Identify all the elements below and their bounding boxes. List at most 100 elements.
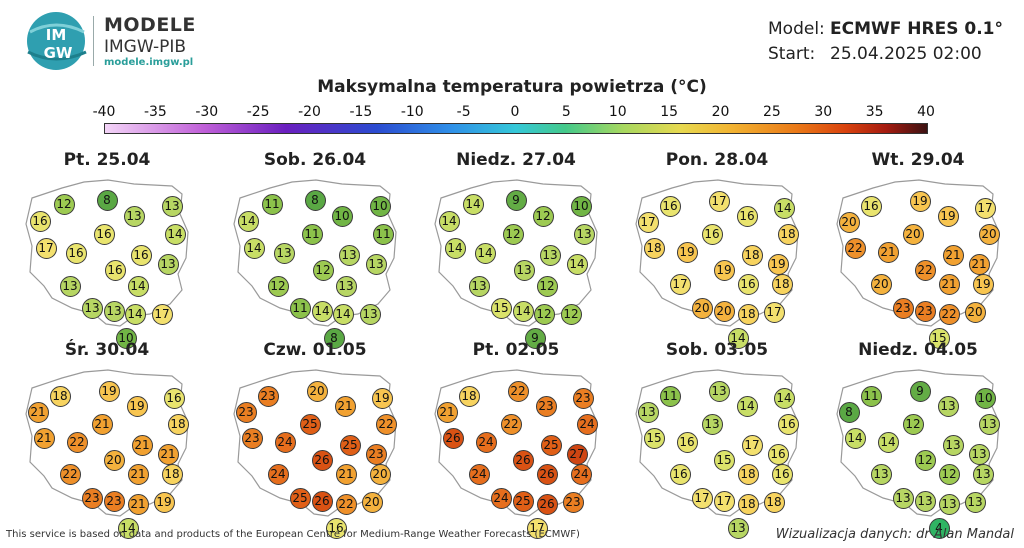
temperature-station-bubble: 18	[741, 244, 763, 266]
temperature-station-bubble: 11	[860, 385, 882, 407]
temperature-station-bubble: 23	[892, 297, 914, 319]
temperature-station-bubble: 14	[773, 197, 795, 219]
temperature-station-bubble: 12	[532, 205, 554, 227]
temperature-station-bubble: 20	[964, 301, 986, 323]
temperature-station-bubble: 13	[273, 242, 295, 264]
colorbar-tick-label: 35	[865, 104, 884, 120]
temperature-station-bubble: 19	[98, 380, 120, 402]
temperature-station-bubble: 9	[909, 380, 931, 402]
temperature-station-bubble: 22	[335, 493, 357, 515]
temperature-station-bubble: 16	[701, 223, 723, 245]
temperature-station-bubble: 14	[311, 300, 333, 322]
temperature-station-bubble: 14	[237, 210, 259, 232]
temperature-station-bubble: 13	[539, 244, 561, 266]
temperature-station-bubble: 18	[771, 273, 793, 295]
logo-text-top: IM	[46, 26, 67, 44]
temperature-station-bubble: 20	[103, 449, 125, 471]
temperature-station-bubble: 21	[91, 413, 113, 435]
temperature-station-bubble: 11	[372, 223, 394, 245]
temperature-station-bubble: 12	[914, 449, 936, 471]
temperature-station-bubble: 18	[763, 491, 785, 513]
temperature-station-bubble: 18	[737, 493, 759, 515]
panel-day-title: Niedz. 04.05	[858, 340, 978, 360]
temperature-station-bubble: 25	[299, 413, 321, 435]
temperature-station-bubble: 22	[500, 413, 522, 435]
colorbar-tick-label: 20	[711, 104, 730, 120]
temperature-station-bubble: 14	[117, 517, 139, 539]
temperature-station-bubble: 14	[727, 327, 749, 349]
forecast-panel: Czw. 01.05 23 20 19 23 21 22 25 23 24 25 26 23 24 21 20…	[230, 340, 400, 539]
temperature-station-bubble: 18	[161, 463, 183, 485]
temperature-station-bubble: 17	[35, 237, 57, 259]
temperature-station-bubble: 14	[773, 387, 795, 409]
temperature-station-bubble: 23	[572, 387, 594, 409]
temperature-station-bubble: 8	[96, 189, 118, 211]
temperature-station-bubble: 26	[512, 449, 534, 471]
temperature-station-bubble: 24	[490, 487, 512, 509]
temperature-station-bubble: 24	[475, 431, 497, 453]
temperature-station-bubble: 13	[335, 275, 357, 297]
temperature-station-bubble: 17	[974, 197, 996, 219]
temperature-station-bubble: 16	[104, 259, 126, 281]
brand-url[interactable]: modele.imgw.pl	[104, 57, 194, 68]
temperature-station-bubble: 21	[127, 493, 149, 515]
temperature-station-bubble: 13	[968, 443, 990, 465]
temperature-station-bubble: 17	[708, 190, 730, 212]
temperature-station-bubble: 13	[513, 259, 535, 281]
temperature-station-bubble: 16	[676, 431, 698, 453]
temperature-station-bubble: 22	[914, 259, 936, 281]
temperature-station-bubble: 20	[838, 211, 860, 233]
temperature-station-bubble: 19	[909, 190, 931, 212]
temperature-station-bubble: 20	[870, 273, 892, 295]
colorbar-tick-label: 10	[608, 104, 627, 120]
temperature-station-bubble: 14	[438, 210, 460, 232]
forecast-panel: Wt. 29.04 16 19 17 20 19 20 20 22 21 21 22 21 20 21 19 2…	[833, 150, 1003, 349]
temperature-station-bubble: 25	[289, 487, 311, 509]
temperature-station-bubble: 13	[938, 493, 960, 515]
temperature-station-bubble: 18	[458, 385, 480, 407]
temperature-station-bubble: 21	[436, 401, 458, 423]
temperature-station-bubble: 11	[289, 297, 311, 319]
colorbar-tick-label: 30	[814, 104, 833, 120]
temperature-station-bubble: 23	[103, 490, 125, 512]
temperature-station-bubble: 11	[659, 385, 681, 407]
temperature-station-bubble: 13	[964, 491, 986, 513]
temperature-station-bubble: 18	[49, 385, 71, 407]
temperature-station-bubble: 21	[157, 443, 179, 465]
footer-attribution: This service is based on data and produc…	[6, 529, 580, 540]
temperature-station-bubble: 19	[676, 241, 698, 263]
start-label: Start:	[768, 44, 816, 64]
temperature-station-bubble: 16	[736, 205, 758, 227]
panel-day-title: Pon. 28.04	[665, 150, 769, 170]
colorbar-tick-label: -5	[456, 104, 471, 120]
temperature-station-bubble: 13	[972, 463, 994, 485]
temperature-station-bubble: 22	[844, 237, 866, 259]
temperature-station-bubble: 17	[526, 517, 548, 539]
temperature-colorbar	[104, 123, 928, 134]
temperature-station-bubble: 13	[892, 487, 914, 509]
temperature-station-bubble: 19	[713, 259, 735, 281]
temperature-station-bubble: 8	[838, 401, 860, 423]
model-label: Model:	[768, 19, 825, 39]
temperature-station-bubble: 12	[502, 223, 524, 245]
temperature-station-bubble: 13	[937, 395, 959, 417]
temperature-station-bubble: 13	[914, 490, 936, 512]
colorbar-tick-label: -15	[349, 104, 373, 120]
model-value: ECMWF HRES 0.1°	[830, 19, 1003, 39]
temperature-station-bubble: 21	[877, 241, 899, 263]
temperature-station-bubble: 19	[153, 491, 175, 513]
temperature-station-bubble: 13	[359, 303, 381, 325]
panel-day-title: Sob. 26.04	[263, 150, 367, 170]
colorbar-tick-label: -30	[195, 104, 219, 120]
temperature-station-bubble: 24	[274, 431, 296, 453]
temperature-station-bubble: 10	[331, 205, 353, 227]
colorbar-tick-label: -35	[143, 104, 167, 120]
temperature-station-bubble: 13	[708, 380, 730, 402]
temperature-station-bubble: 12	[312, 259, 334, 281]
temperature-station-bubble: 23	[241, 427, 263, 449]
temperature-station-bubble: 18	[737, 463, 759, 485]
temperature-station-bubble: 21	[938, 273, 960, 295]
panel-day-title: Wt. 29.04	[871, 150, 965, 170]
temperature-station-bubble: 13	[81, 297, 103, 319]
temperature-station-bubble: 22	[66, 431, 88, 453]
